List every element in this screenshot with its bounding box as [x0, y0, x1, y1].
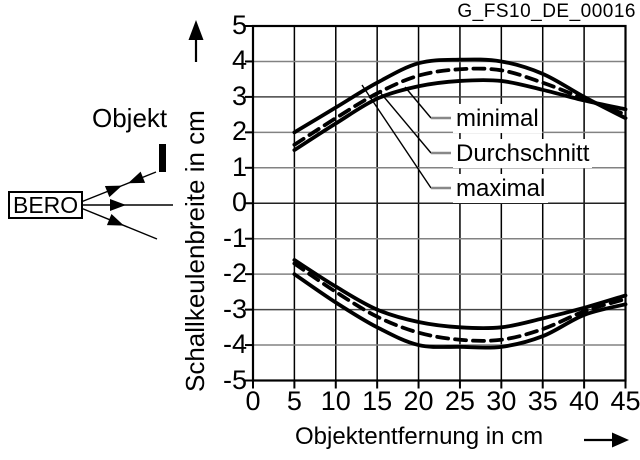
x-tick-label: 40	[569, 386, 600, 416]
y-tick-label: 1	[231, 151, 247, 182]
x-tick-label: 10	[320, 386, 351, 416]
legend-leader-lines	[361, 84, 451, 190]
object-label: Objekt	[92, 103, 168, 133]
x-tick-label: 45	[610, 386, 640, 416]
axis-tick-marks	[245, 25, 627, 389]
y-tick-label: 2	[231, 116, 247, 147]
y-tick-label: -5	[222, 364, 247, 395]
y-tick-label: 0	[231, 187, 247, 218]
y-tick-label: 3	[231, 80, 247, 111]
x-axis-label: Objektentfernung in cm	[295, 423, 544, 450]
sensor-label: BERO	[13, 192, 79, 218]
axis-arrows	[188, 20, 629, 448]
x-tick-label: 30	[486, 386, 517, 416]
y-tick-label: -1	[222, 222, 247, 253]
x-tick-label: 15	[362, 386, 393, 416]
y-tick-label: 5	[231, 10, 247, 40]
x-tick-label: 25	[444, 386, 475, 416]
y-tick-label: -4	[222, 329, 247, 360]
x-tick-label: 20	[403, 386, 434, 416]
x-tick-label: 35	[527, 386, 558, 416]
legend-label-durchschnitt: Durchschnitt	[453, 139, 593, 168]
x-tick-label: 5	[286, 386, 302, 416]
y-tick-label: -2	[222, 258, 247, 289]
y-tick-label: 4	[231, 45, 247, 76]
figure-id-label: G_FS10_DE_00016	[457, 1, 636, 22]
y-tick-label: -3	[222, 293, 247, 324]
sensor-box: BERO	[8, 191, 84, 219]
legend-label-minimal: minimal	[453, 104, 542, 133]
sensor-beam-diagram	[75, 144, 173, 240]
legend-label-maximal: maximal	[453, 174, 549, 203]
x-tick-label: 0	[245, 386, 261, 416]
beam-width-curves	[292, 57, 628, 350]
